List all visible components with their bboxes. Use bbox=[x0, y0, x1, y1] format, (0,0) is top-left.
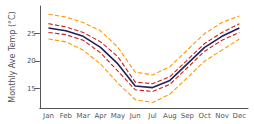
svg-text:May: May bbox=[111, 112, 125, 120]
svg-text:Oct: Oct bbox=[199, 112, 211, 120]
svg-text:Jan: Jan bbox=[42, 112, 54, 120]
svg-text:Nov: Nov bbox=[215, 112, 229, 120]
svg-text:20: 20 bbox=[27, 57, 36, 65]
svg-text:15: 15 bbox=[27, 85, 36, 93]
svg-text:Jul: Jul bbox=[147, 112, 157, 120]
svg-text:Dec: Dec bbox=[233, 112, 247, 120]
svg-text:Aug: Aug bbox=[163, 112, 177, 120]
svg-text:Jun: Jun bbox=[129, 112, 141, 120]
svg-text:25: 25 bbox=[27, 30, 36, 38]
svg-text:Sep: Sep bbox=[181, 112, 195, 120]
svg-text:Monthly Ave Temp (°C): Monthly Ave Temp (°C) bbox=[8, 11, 17, 102]
svg-text:Feb: Feb bbox=[60, 112, 73, 120]
svg-text:Apr: Apr bbox=[94, 112, 106, 120]
svg-text:Mar: Mar bbox=[77, 112, 90, 120]
